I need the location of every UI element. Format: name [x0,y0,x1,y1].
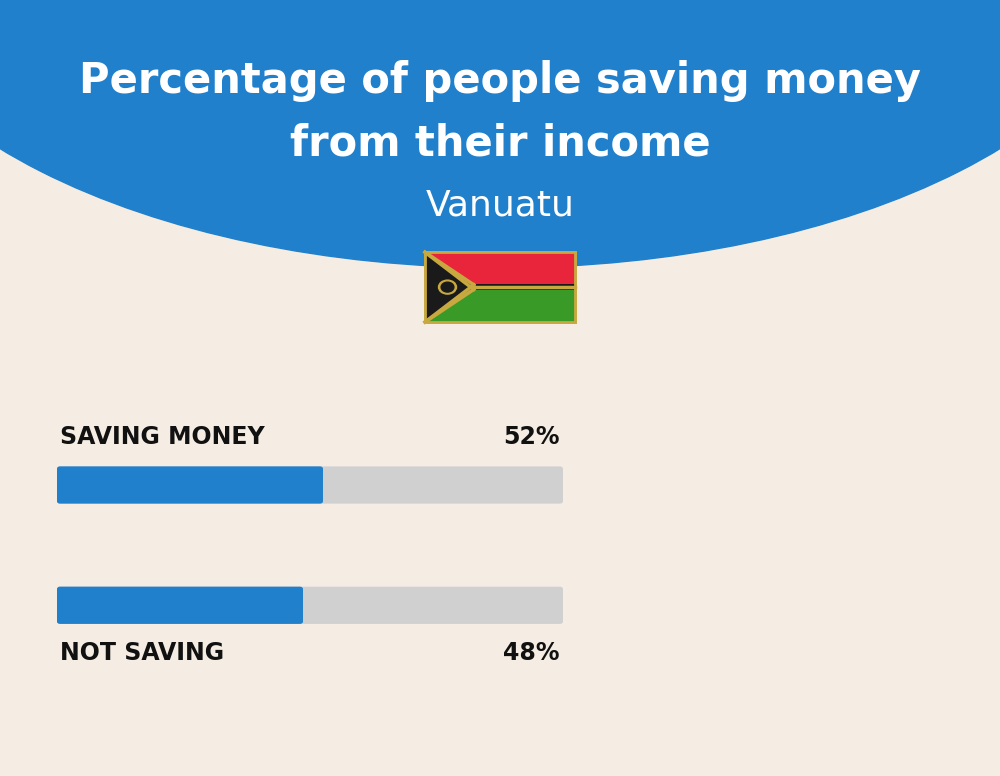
Ellipse shape [0,0,1000,268]
Text: 48%: 48% [504,641,560,665]
FancyBboxPatch shape [57,466,323,504]
FancyBboxPatch shape [57,466,563,504]
Circle shape [441,282,454,292]
FancyBboxPatch shape [425,252,575,287]
FancyBboxPatch shape [425,252,575,322]
Text: 52%: 52% [504,425,560,449]
FancyBboxPatch shape [425,287,575,322]
Text: Percentage of people saving money: Percentage of people saving money [79,61,921,102]
FancyBboxPatch shape [57,587,303,624]
FancyBboxPatch shape [425,284,575,290]
FancyBboxPatch shape [57,587,563,624]
Text: NOT SAVING: NOT SAVING [60,641,224,665]
Circle shape [438,280,456,294]
Text: SAVING MONEY: SAVING MONEY [60,425,265,449]
Polygon shape [425,252,474,322]
Text: from their income: from their income [290,123,710,165]
Text: Vanuatu: Vanuatu [426,189,574,223]
